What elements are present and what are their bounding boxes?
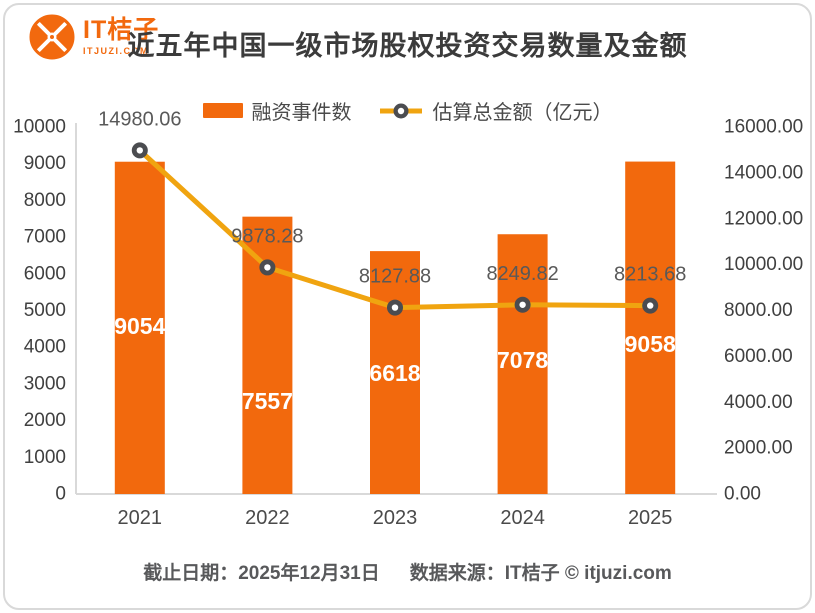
right-axis-tick: 8000.00 [724, 300, 793, 321]
right-axis-tick: 6000.00 [724, 346, 793, 367]
chart-title: 近五年中国一级市场股权投资交易数量及金额 [127, 31, 688, 61]
x-axis-label-2021: 2021 [118, 507, 163, 529]
chart-legend: 融资事件数 估算总金额（亿元） [0, 96, 815, 125]
line-point-hole [391, 304, 399, 311]
line-value-label-2021: 14980.06 [98, 108, 181, 130]
left-axis-tick: 7000 [24, 227, 66, 248]
bar-series-swatch [202, 103, 243, 118]
line-series-label: 估算总金额（亿元） [432, 102, 613, 124]
bar-2022 [242, 216, 293, 495]
right-axis-tick: 10000.00 [724, 254, 803, 275]
right-axis-tick: 12000.00 [724, 208, 803, 229]
orange-fruit-icon [29, 14, 75, 60]
x-axis-label-2023: 2023 [373, 507, 418, 529]
left-axis-tick: 3000 [24, 373, 66, 394]
left-axis-tick: 4000 [24, 337, 66, 358]
left-axis-tick: 10000 [13, 117, 66, 138]
right-axis-tick: 0.00 [724, 484, 761, 505]
source-text: 数据来源：IT桔子 © itjuzi.com [409, 563, 672, 584]
line-point-hole [519, 301, 526, 308]
line-point-hole [136, 147, 143, 154]
x-axis-label-2022: 2022 [245, 507, 290, 529]
bar-2024 [497, 234, 548, 494]
right-axis-tick: 14000.00 [724, 162, 803, 183]
line-value-label-2024: 8249.82 [486, 263, 558, 285]
line-point-hole [264, 264, 271, 271]
right-axis-tick: 16000.00 [724, 117, 803, 138]
bar-value-label-2023: 6618 [369, 360, 420, 386]
line-value-label-2025: 8213.68 [614, 264, 686, 286]
left-axis-tick: 9000 [24, 153, 66, 174]
x-axis-label-2025: 2025 [628, 507, 673, 529]
bar-value-label-2022: 7557 [242, 388, 293, 414]
legend-item-bar: 融资事件数 [202, 96, 352, 125]
bar-value-label-2021: 9054 [114, 313, 165, 339]
bar-2023 [370, 251, 420, 494]
right-axis-tick: 4000.00 [724, 392, 793, 413]
bar-2025 [625, 161, 676, 494]
left-axis-tick: 5000 [24, 300, 66, 321]
line-value-label-2023: 8127.88 [359, 266, 431, 288]
bar-value-label-2025: 9058 [625, 331, 676, 357]
left-axis-tick: 6000 [24, 263, 66, 284]
itjuzi-logo: IT桔子 ITJUZI.COM [28, 13, 159, 61]
bar-2021 [114, 161, 165, 494]
line-series-swatch [379, 103, 422, 118]
x-axis-label-2024: 2024 [500, 507, 545, 529]
left-axis-tick: 0 [55, 484, 66, 505]
logo-brand-text: IT桔子 [83, 16, 160, 44]
line-value-label-2022: 9878.28 [231, 225, 303, 247]
left-axis-tick: 2000 [24, 410, 66, 431]
line-point-hole [647, 302, 654, 309]
logo-domain-text: ITJUZI.COM [83, 46, 149, 56]
legend-item-line: 估算总金额（亿元） [378, 96, 613, 125]
left-axis-tick: 8000 [24, 190, 66, 211]
chart-footer: 截止日期：2025年12月31日 数据来源：IT桔子 © itjuzi.com [0, 558, 815, 585]
bar-value-label-2024: 7078 [497, 347, 548, 373]
right-axis-tick: 2000.00 [724, 438, 793, 459]
left-axis-tick: 1000 [24, 447, 66, 468]
deadline-text: 截止日期：2025年12月31日 [143, 563, 380, 584]
bar-series-label: 融资事件数 [251, 102, 352, 124]
